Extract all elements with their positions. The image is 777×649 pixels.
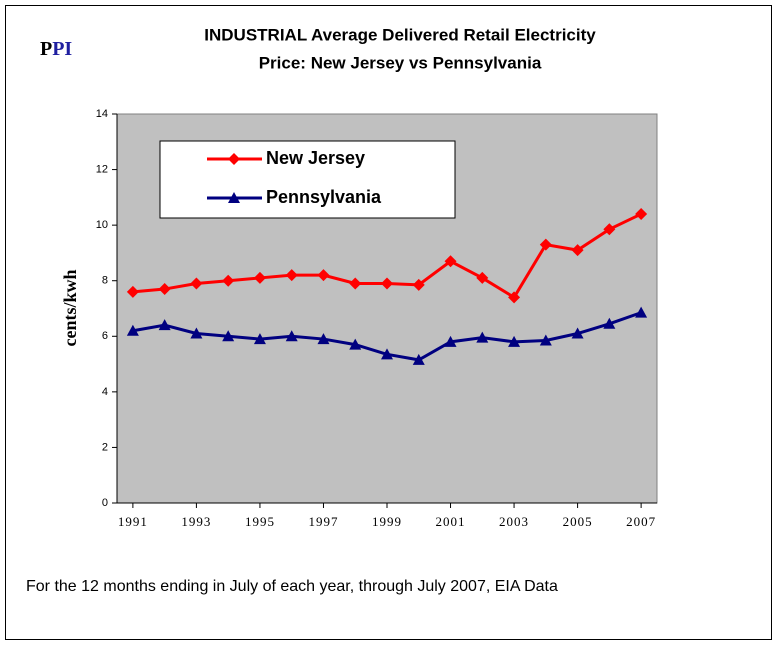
marker bbox=[253, 271, 266, 284]
marker bbox=[508, 335, 521, 347]
marker bbox=[285, 330, 298, 342]
y-tick-label: 10 bbox=[96, 219, 108, 231]
x-tick-label: 2001 bbox=[436, 514, 466, 529]
x-tick-label: 1999 bbox=[372, 514, 402, 529]
legend bbox=[159, 140, 456, 219]
marker bbox=[571, 327, 584, 339]
y-tick-label: 6 bbox=[102, 330, 108, 342]
marker bbox=[539, 238, 552, 251]
marker bbox=[444, 335, 457, 347]
marker bbox=[381, 277, 393, 290]
x-tick-label: 1997 bbox=[308, 514, 338, 529]
marker bbox=[603, 317, 616, 329]
footnote: For the 12 months ending in July of each… bbox=[26, 578, 558, 595]
y-tick-label: 12 bbox=[96, 163, 108, 175]
y-tick-label: 0 bbox=[102, 497, 108, 509]
marker bbox=[126, 285, 139, 298]
marker bbox=[228, 153, 240, 165]
y-tick-label: 8 bbox=[102, 275, 108, 287]
chart-title: INDUSTRIAL Average Delivered Retail Elec… bbox=[204, 25, 596, 44]
marker bbox=[349, 277, 362, 290]
logo-part: P bbox=[40, 38, 52, 60]
marker bbox=[349, 338, 362, 350]
x-tick-label: 2003 bbox=[499, 514, 529, 529]
x-tick-label: 1993 bbox=[181, 514, 211, 529]
marker bbox=[508, 291, 521, 304]
marker bbox=[476, 271, 489, 284]
legend-label: New Jersey bbox=[266, 148, 365, 168]
marker bbox=[228, 192, 240, 203]
y-tick-label: 4 bbox=[102, 386, 108, 398]
marker bbox=[126, 324, 139, 336]
marker bbox=[190, 277, 203, 290]
marker bbox=[317, 333, 330, 345]
marker bbox=[222, 274, 235, 287]
marker bbox=[222, 330, 235, 342]
x-tick-label: 1991 bbox=[118, 514, 148, 529]
marker bbox=[412, 278, 425, 291]
marker bbox=[444, 255, 457, 268]
marker bbox=[158, 319, 171, 331]
marker bbox=[476, 331, 489, 343]
x-tick-label: 1995 bbox=[245, 514, 275, 529]
y-axis-label: cents/kwh bbox=[60, 269, 80, 346]
marker bbox=[412, 353, 425, 365]
x-tick-label: 2007 bbox=[626, 514, 656, 529]
chart-title: Price: New Jersey vs Pennsylvania bbox=[259, 53, 542, 72]
marker bbox=[635, 208, 648, 221]
x-tick-label: 2005 bbox=[563, 514, 593, 529]
logo: PPI bbox=[40, 38, 72, 60]
marker bbox=[571, 244, 584, 257]
marker bbox=[317, 269, 330, 282]
y-tick-label: 2 bbox=[102, 441, 108, 453]
marker bbox=[635, 306, 648, 318]
marker bbox=[381, 348, 393, 360]
marker bbox=[190, 327, 203, 339]
marker bbox=[603, 223, 616, 236]
marker bbox=[285, 269, 298, 282]
marker bbox=[158, 283, 171, 296]
legend-label: Pennsylvania bbox=[266, 187, 382, 207]
logo-part: PI bbox=[52, 38, 72, 60]
marker bbox=[539, 334, 552, 346]
y-tick-label: 14 bbox=[96, 108, 108, 120]
marker bbox=[253, 333, 266, 345]
